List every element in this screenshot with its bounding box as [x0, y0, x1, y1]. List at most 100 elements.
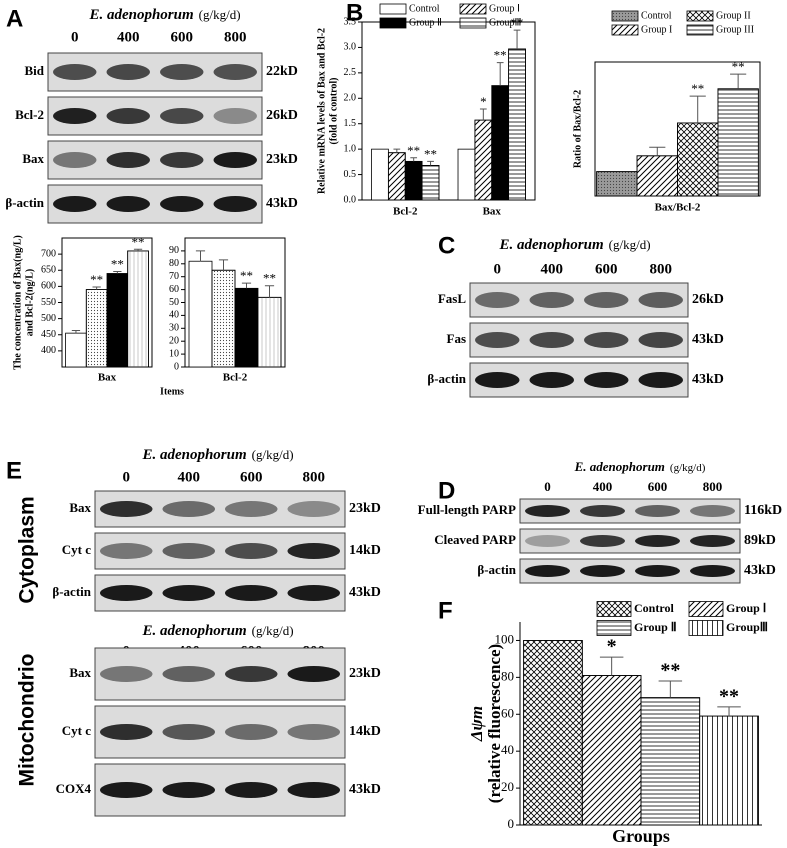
dose-label: 0 [71, 29, 79, 45]
dose-label: 800 [703, 479, 723, 494]
band [287, 543, 340, 559]
band [635, 505, 680, 517]
legend-pattern [597, 620, 631, 636]
band-size: 43kD [692, 332, 724, 347]
band-size: 14kD [349, 724, 381, 739]
y-tick-label: 0 [174, 361, 179, 372]
legend-label: Group Ⅱ [409, 17, 442, 28]
bar [491, 85, 510, 201]
y-axis-label: Relative mRNA levels of Bax and Bcl-2 [316, 28, 327, 194]
error-bar [410, 157, 418, 162]
band [162, 666, 215, 682]
y-tick-label: 70 [169, 271, 179, 282]
bar [106, 273, 129, 368]
band [106, 152, 150, 168]
bar-pattern [699, 715, 759, 826]
band [106, 108, 150, 124]
y-tick-label: 2.0 [344, 93, 357, 104]
y-tick-label: 3.0 [344, 42, 357, 53]
panel-label: D [438, 477, 455, 504]
blot-title: E. adenophorum (g/kg/d) [574, 459, 706, 474]
bar-pattern [127, 250, 149, 368]
band-size: 14kD [349, 543, 381, 558]
error-bar [717, 706, 741, 717]
legend-label: Control [634, 601, 674, 615]
error-bar [513, 29, 521, 49]
significance: ** [240, 268, 253, 283]
y-axis-label: Δψm [467, 706, 486, 742]
band [160, 64, 204, 80]
band [162, 782, 215, 798]
dose-label: 400 [178, 469, 201, 485]
significance: ** [494, 48, 507, 63]
section-label: Mitochondrio [16, 654, 39, 787]
bar [371, 148, 389, 201]
y-tick-label: 10 [169, 348, 179, 359]
band [287, 782, 340, 798]
species: E. adenophorum [141, 623, 246, 639]
band [580, 505, 625, 517]
band-size: 89kD [744, 533, 776, 548]
significance: ** [719, 685, 739, 707]
species: E. adenophorum [498, 237, 603, 253]
band [106, 196, 150, 212]
error-bar [393, 148, 401, 153]
y-tick-label: 40 [169, 310, 179, 321]
significance: ** [132, 234, 145, 249]
legend-label: Group III [716, 24, 754, 35]
band [225, 501, 278, 517]
error-bar [133, 248, 143, 251]
band-size: 23kD [349, 666, 381, 681]
y-tick-label: 3.5 [344, 16, 357, 27]
category-label: Bcl-2 [223, 372, 248, 384]
band [638, 372, 683, 388]
bar-pattern [581, 675, 642, 826]
row-name: Fas [447, 331, 467, 346]
bar-pattern [257, 296, 282, 368]
band [162, 543, 215, 559]
y-tick-label: 650 [41, 265, 56, 276]
band [475, 292, 520, 308]
band [584, 372, 629, 388]
row-name: Full-length PARP [418, 502, 516, 517]
x-axis-label: Groups [612, 826, 670, 846]
significance: ** [511, 15, 524, 30]
band [635, 535, 680, 547]
legend-pattern [687, 25, 713, 35]
band [162, 724, 215, 740]
dose-label: 400 [117, 29, 140, 45]
y-tick-label: 550 [41, 297, 56, 308]
band [529, 332, 574, 348]
dose-label: 0 [123, 469, 131, 485]
dose-label: 800 [224, 29, 247, 45]
band [160, 108, 204, 124]
band [584, 332, 629, 348]
band [475, 332, 520, 348]
band [53, 152, 97, 168]
dose-label: 600 [171, 29, 194, 45]
legend-label: Group Ⅰ [726, 601, 766, 615]
legend-pattern [689, 620, 723, 636]
y-tick-label: 600 [41, 281, 56, 292]
y-tick-label: 80 [169, 258, 179, 269]
row-name: Cyt c [62, 723, 91, 738]
significance: ** [424, 146, 437, 161]
row-name: Bax [22, 151, 44, 166]
dose-label: 0 [494, 261, 502, 277]
dose-unit: (g/kg/d) [199, 7, 241, 22]
band [529, 292, 574, 308]
category-label: Bax [98, 372, 117, 384]
dose-unit: (g/kg/d) [252, 447, 294, 462]
dose-label: 600 [595, 261, 618, 277]
band [525, 535, 570, 547]
band-size: 22kD [266, 64, 298, 79]
band [53, 108, 97, 124]
band [162, 585, 215, 601]
legend-pattern [612, 11, 638, 21]
band [100, 666, 153, 682]
dose-label: 800 [303, 469, 326, 485]
band-size: 43kD [744, 563, 776, 578]
band [287, 724, 340, 740]
row-name: β-actin [477, 562, 516, 577]
band [529, 372, 574, 388]
